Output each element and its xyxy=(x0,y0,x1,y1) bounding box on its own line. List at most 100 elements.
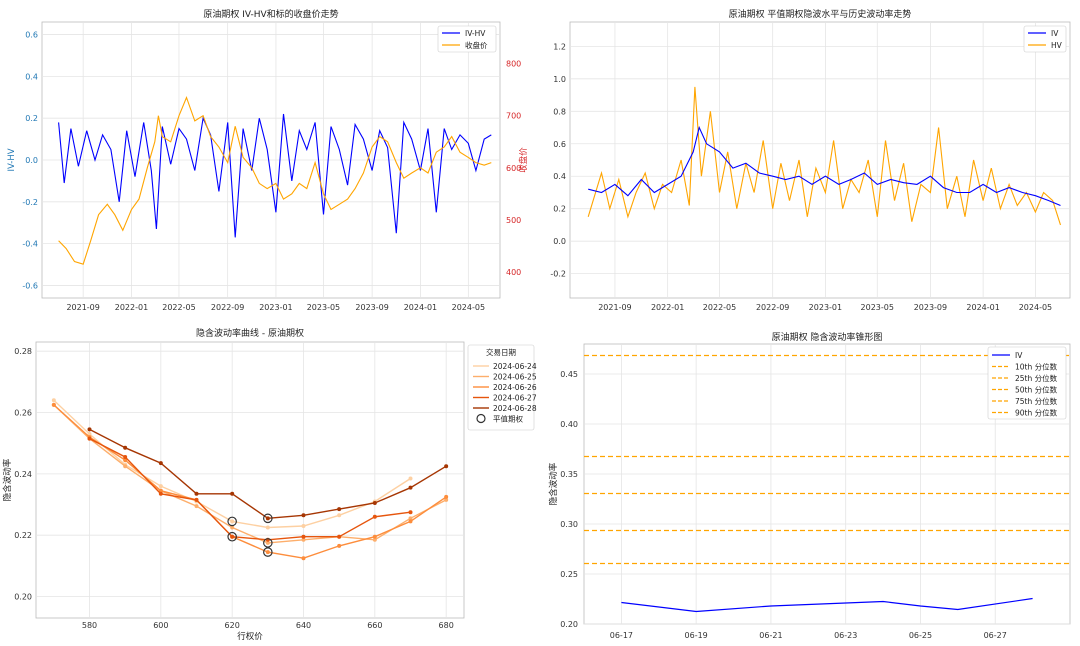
legend-label: 2024-06-26 xyxy=(493,383,537,392)
tick-label: 2023-05 xyxy=(861,303,894,312)
smile-point xyxy=(301,556,306,561)
legend-label: 平值期权 xyxy=(493,414,523,424)
smile-point xyxy=(194,497,199,502)
atm-marker xyxy=(263,538,273,548)
smile-line-2024-06-25 xyxy=(53,404,447,544)
x-axis-label: 行权价 xyxy=(237,631,263,642)
y-axis-label: IV-HV xyxy=(7,148,17,171)
tick-labels: 2021-09 2022-01 2022-05 2022-09 2023-01 2023-… xyxy=(550,42,1052,312)
smile-point xyxy=(301,524,306,528)
tick-label: 600 xyxy=(153,621,168,630)
smile-point xyxy=(123,458,128,463)
legend-label: IV xyxy=(1015,351,1023,360)
smile-point xyxy=(194,491,199,496)
tick-label: 0.25 xyxy=(560,570,578,579)
tick-label: -0.2 xyxy=(550,270,566,279)
smile-point xyxy=(230,519,235,524)
tick-label: 0.0 xyxy=(25,156,38,165)
legend: IV HV xyxy=(1023,25,1067,53)
series-line-close-price xyxy=(58,95,492,265)
chart-atm-iv-hv: 2021-09 2022-01 2022-05 2022-09 2023-01 2023-… xyxy=(550,8,1071,312)
smile-point xyxy=(158,461,163,466)
plot-area xyxy=(569,21,1071,299)
tick-label: -0.6 xyxy=(22,281,38,290)
tick-label: 2022-09 xyxy=(756,303,789,312)
atm-marker xyxy=(263,547,273,557)
smile-point xyxy=(265,550,270,555)
atm-marker xyxy=(227,516,237,527)
smile-point xyxy=(230,525,235,530)
tick-label: 0.28 xyxy=(14,347,32,356)
smile-point xyxy=(301,537,306,542)
tick-label: 1.2 xyxy=(553,42,566,51)
chart-marks xyxy=(587,86,1062,226)
smile-point xyxy=(123,464,128,469)
legend-label: 90th 分位数 xyxy=(1015,408,1058,418)
smile-point xyxy=(444,464,449,469)
atm-marker xyxy=(227,531,237,542)
tick-label: 2024-05 xyxy=(452,303,485,312)
tick-label: 0.22 xyxy=(14,531,32,540)
legend: IV-HV 收盘价 xyxy=(437,25,497,53)
tick-label: 0.0 xyxy=(553,237,566,246)
smile-point xyxy=(301,513,306,518)
tick-label: -0.2 xyxy=(22,198,38,207)
tick-labels: 06-17 06-19 06-21 06-23 06-25 06-27 0.20 0.25 0.… xyxy=(560,370,1007,640)
tick-label: 0.4 xyxy=(553,172,566,181)
grid xyxy=(42,22,500,298)
smile-point xyxy=(87,427,92,432)
smile-point xyxy=(444,497,449,502)
tick-label: 0.35 xyxy=(560,470,578,479)
tick-label: 06-17 xyxy=(610,631,633,640)
series-line-iv-hv xyxy=(58,113,492,238)
legend-swatch xyxy=(476,413,486,424)
chart-marks xyxy=(51,398,449,561)
smile-point xyxy=(301,534,306,539)
smile-point xyxy=(408,510,413,515)
tick-label: 2023-01 xyxy=(259,303,292,312)
tick-label: 2021-09 xyxy=(598,303,631,312)
y-axis-label: 隐含波动率 xyxy=(2,458,13,501)
legend-label: 75th 分位数 xyxy=(1015,396,1058,406)
y2-axis-label: 收盘价 xyxy=(518,147,529,173)
chart-iv-hv-close: 2021-09 2022-01 2022-05 2022-09 2023-01 2023-… xyxy=(7,8,529,312)
grid xyxy=(570,22,1070,298)
tick-label: 800 xyxy=(506,60,521,69)
series-line-hv xyxy=(587,86,1062,226)
grid xyxy=(36,342,464,618)
chart-title: 原油期权 IV-HV和标的收盘价走势 xyxy=(203,8,338,20)
tick-label: 580 xyxy=(82,621,97,630)
tick-label: 400 xyxy=(506,268,521,277)
smile-point xyxy=(51,398,56,403)
legend-label: 2024-06-25 xyxy=(493,373,537,382)
tick-label: 680 xyxy=(439,621,454,630)
tick-label: 0.20 xyxy=(560,620,578,629)
tick-label: 0.4 xyxy=(25,72,38,81)
tick-label: 660 xyxy=(367,621,382,630)
smile-point xyxy=(265,516,270,521)
chart-title: 原油期权 隐含波动率锥形图 xyxy=(772,331,883,343)
chart-title: 隐含波动率曲线 - 原油期权 xyxy=(196,327,304,339)
tick-label: 0.26 xyxy=(14,409,32,418)
smile-point xyxy=(372,501,377,505)
tick-label: 2023-09 xyxy=(914,303,947,312)
tick-label: 06-21 xyxy=(759,631,782,640)
smile-point xyxy=(265,525,270,530)
tick-label: 2023-09 xyxy=(355,303,388,312)
tick-label: 0.8 xyxy=(553,107,566,116)
tick-label: 2022-09 xyxy=(211,303,244,312)
chart-iv-smile: 580 600 620 640 660 680 0.20 0.22 0.24 0.26 0.28 隐… xyxy=(2,327,537,642)
tick-label: 2022-01 xyxy=(115,303,148,312)
atm-marker xyxy=(263,513,273,524)
legend-label: HV xyxy=(1051,41,1063,50)
tick-labels: 2021-09 2022-01 2022-05 2022-09 2023-01 2023-… xyxy=(22,31,521,312)
legend-label: IV-HV xyxy=(465,29,486,38)
tick-label: 0.2 xyxy=(25,114,38,123)
smile-point xyxy=(158,484,163,489)
smile-line-2024-06-27 xyxy=(89,437,411,541)
chart-vol-cone: 06-17 06-19 06-21 06-23 06-25 06-27 0.20 0.25 0.… xyxy=(548,331,1071,640)
smile-point xyxy=(408,516,413,521)
